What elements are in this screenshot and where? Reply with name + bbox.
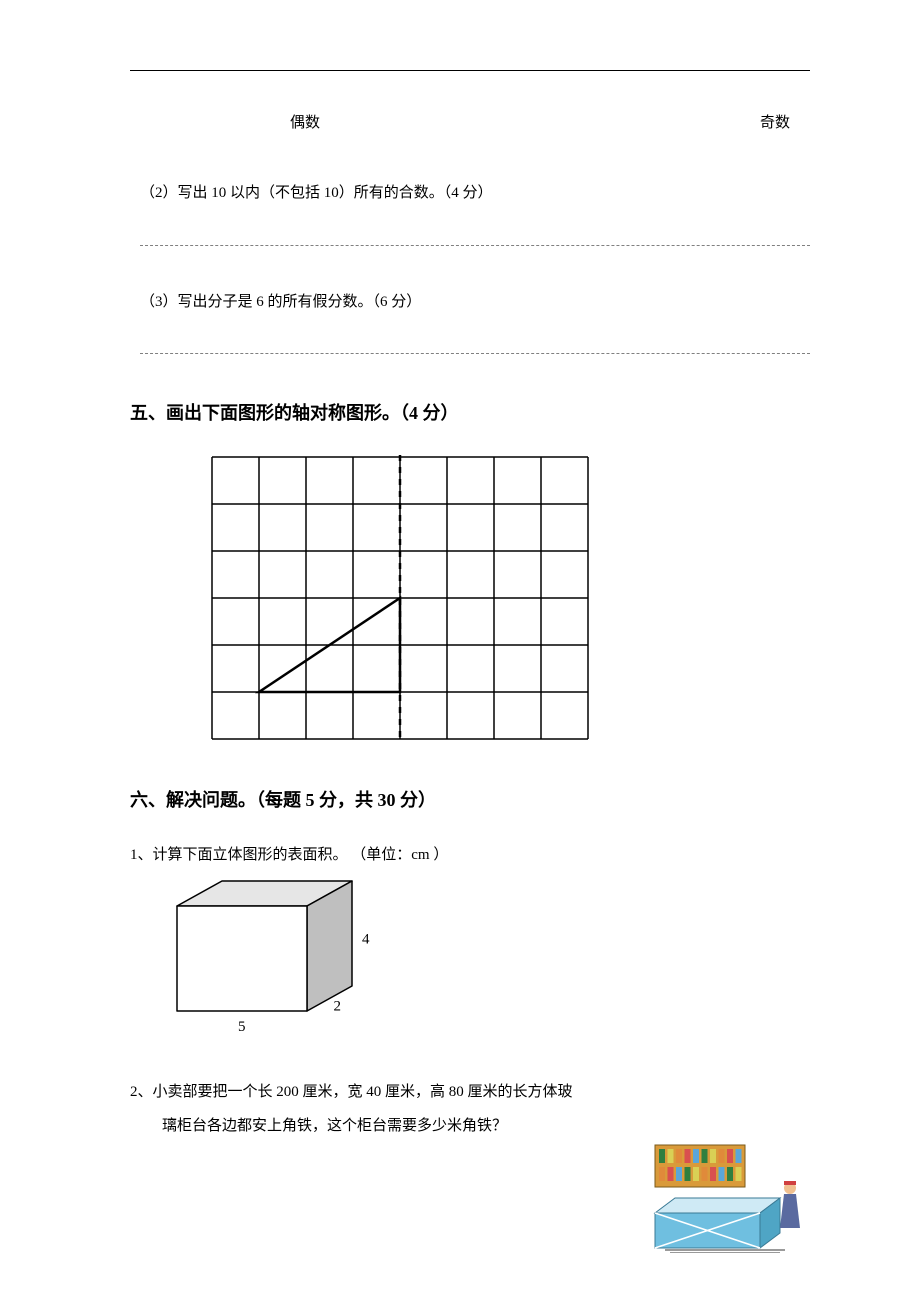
shop-illustration [650, 1143, 810, 1253]
page: 偶数 奇数 （2）写出 10 以内（不包括 10）所有的合数。（4 分） （3）… [0, 0, 920, 1302]
top-rule [130, 70, 810, 71]
question-6-1-text: 1、计算下面立体图形的表面积。 （单位：cm ） [130, 842, 810, 869]
sub-question-2: （2）写出 10 以内（不包括 10）所有的合数。（4 分） [140, 182, 810, 205]
svg-text:5: 5 [238, 1019, 246, 1035]
cuboid-svg: 5 2 4 [175, 879, 410, 1039]
label-even: 偶数 [290, 111, 320, 132]
label-odd: 奇数 [760, 111, 790, 132]
section-6-heading: 六、解决问题。（每题 5 分，共 30 分） [130, 786, 810, 812]
svg-text:4: 4 [362, 932, 370, 948]
symmetry-grid [210, 455, 810, 746]
answer-line [140, 245, 810, 246]
question-6-2-line1: 2、小卖部要把一个长 200 厘米，宽 40 厘米，高 80 厘米的长方体玻 [130, 1079, 810, 1106]
spacer [130, 111, 290, 132]
grid-svg [210, 455, 590, 741]
cuboid-figure: 5 2 4 [175, 879, 810, 1044]
question-6-2-line2: 璃柜台各边都安上角铁，这个柜台需要多少米角铁？ [162, 1110, 810, 1143]
section-5-heading: 五、画出下面图形的轴对称图形。（4 分） [130, 399, 810, 425]
even-odd-row: 偶数 奇数 [130, 111, 810, 132]
shop-illustration-svg [650, 1143, 810, 1253]
answer-line [140, 353, 810, 354]
svg-text:2: 2 [334, 999, 342, 1015]
spacer [320, 111, 760, 132]
sub-question-3: （3）写出分子是 6 的所有假分数。（6 分） [140, 291, 810, 314]
